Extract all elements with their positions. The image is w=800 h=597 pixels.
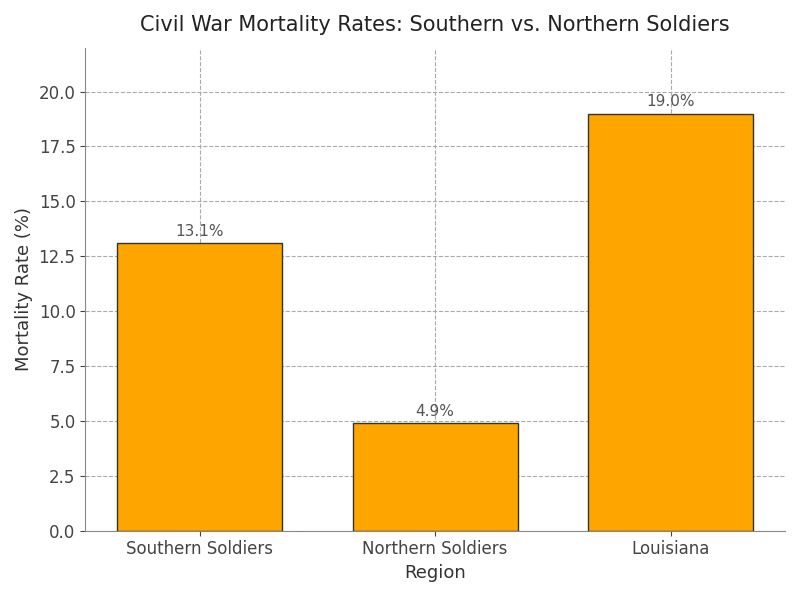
Text: 4.9%: 4.9% [416, 404, 454, 418]
Title: Civil War Mortality Rates: Southern vs. Northern Soldiers: Civil War Mortality Rates: Southern vs. … [140, 15, 730, 35]
Text: 19.0%: 19.0% [646, 94, 695, 109]
Text: 13.1%: 13.1% [175, 224, 224, 239]
Bar [353, 423, 518, 531]
Bar [588, 113, 753, 531]
Bar [117, 243, 282, 531]
Y-axis label: Mortality Rate (%): Mortality Rate (%) [15, 207, 33, 371]
X-axis label: Region: Region [404, 564, 466, 582]
